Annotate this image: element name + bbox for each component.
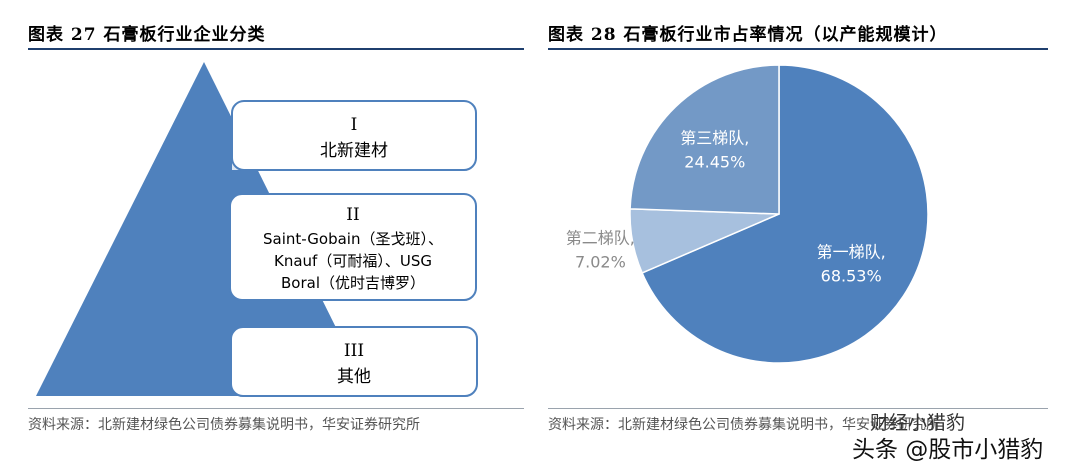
- right-source-note: 资料来源：北新建材绿色公司债券募集说明书，华安证券研究所: [548, 417, 940, 433]
- pyramid-triangle: [36, 62, 370, 396]
- tier-2-line-2: Knauf（可耐福）、USG: [274, 252, 432, 270]
- right-chart-title: 图表 28 石膏板行业市占率情况（以产能规模计）: [548, 25, 948, 45]
- pie-slice-3-value: 24.45%: [684, 153, 745, 172]
- pie-slice-2-value: 7.02%: [575, 253, 626, 272]
- tier-3-line-1: 其他: [337, 367, 371, 387]
- market-share-pie: 第一梯队, 68.53% 第二梯队, 7.02% 第三梯队, 24.45%: [566, 64, 929, 364]
- watermark-line-1: 财经小猎豹: [870, 412, 966, 434]
- left-source-note: 资料来源：北新建材绿色公司债券募集说明书，华安证券研究所: [28, 417, 420, 433]
- pie-slice-3-label: 第三梯队,: [680, 129, 749, 148]
- tier-2-line-3: Boral（优时吉博罗）: [281, 274, 425, 292]
- tier-3-box: [230, 326, 478, 397]
- watermark-line-2: 头条 @股市小猎豹: [852, 437, 1044, 463]
- tier-3-roman: III: [344, 341, 364, 361]
- pie-slice-1: [641, 64, 929, 364]
- left-chart-title: 图表 27 石膏板行业企业分类: [28, 25, 266, 45]
- tier-2-line-1: Saint-Gobain（圣戈班）、: [263, 230, 443, 248]
- pie-slice-2-label: 第二梯队,: [566, 229, 635, 248]
- left-title-rule: [28, 48, 524, 50]
- tier-1-roman: I: [351, 115, 358, 135]
- right-bottom-rule: [548, 408, 1048, 409]
- tier-2-box: [229, 193, 477, 301]
- tier-2-roman: II: [346, 205, 359, 225]
- left-bottom-rule: [28, 408, 524, 409]
- tier-1-line-1: 北新建材: [320, 141, 388, 161]
- tier-pyramid: I 北新建材 II Saint-Gobain（圣戈班）、 Knauf（可耐福）、…: [36, 62, 478, 397]
- pie-slice-1-value: 68.53%: [821, 267, 882, 286]
- right-title-rule: [548, 48, 1048, 50]
- pie-slice-1-label: 第一梯队,: [817, 243, 886, 262]
- tier-1-box: [231, 100, 477, 171]
- pie-slice-3: [629, 64, 780, 215]
